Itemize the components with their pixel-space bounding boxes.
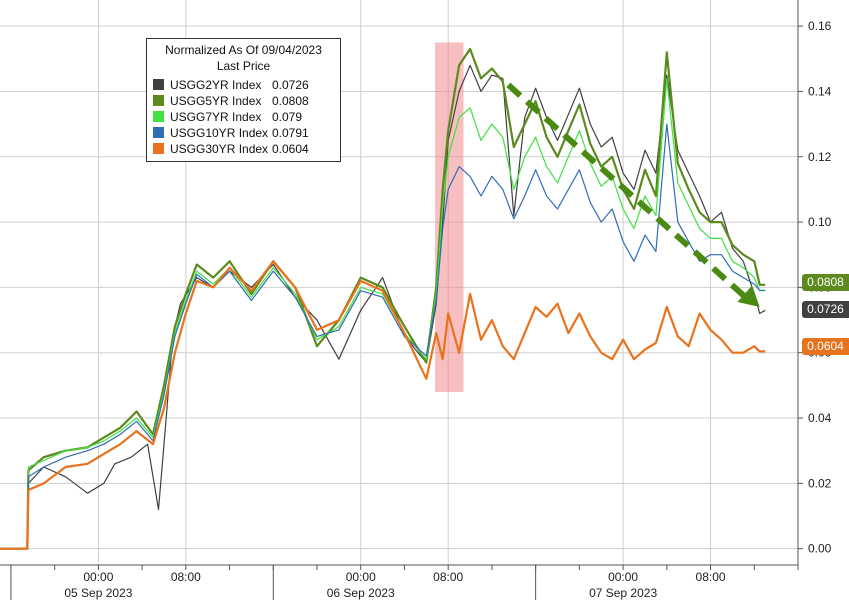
x-tick-label: 00:00 [346, 570, 376, 584]
legend: Normalized As Of 09/04/2023 Last Price U… [146, 38, 341, 162]
legend-value: 0.0808 [272, 93, 309, 108]
y-tick-label: 0.12 [808, 150, 832, 164]
legend-item: USGG5YR Index 0.0808 [153, 93, 309, 108]
legend-swatch [153, 79, 164, 90]
trend-arrow-shaft [506, 82, 752, 304]
legend-item: USGG10YR Index 0.0791 [153, 125, 309, 140]
axes [0, 0, 799, 566]
legend-label: USGG10YR Index [170, 125, 269, 140]
legend-title: Normalized As Of 09/04/2023 [165, 43, 322, 57]
legend-value: 0.079 [272, 109, 303, 124]
legend-swatch [153, 111, 164, 122]
x-tick-label: 08:00 [696, 570, 726, 584]
legend-item: USGG7YR Index 0.079 [153, 109, 302, 124]
y-tick-label: 0.16 [808, 19, 832, 33]
x-axis-ticks: 00:00 05 Sep 2023 08:00 00:00 06 Sep 2023 08:… [10, 565, 799, 600]
series-line [0, 77, 766, 550]
legend-subtitle: Last Price [216, 59, 271, 73]
x-date-label: 05 Sep 2023 [64, 586, 132, 600]
legend-item: USGG30YR Index 0.0604 [153, 141, 309, 156]
legend-swatch [153, 143, 164, 154]
legend-label: USGG7YR Index [170, 109, 262, 124]
trend-arrow-head [737, 285, 760, 307]
last-value-tag-2yr: 0.0726 [802, 301, 849, 318]
series-line [0, 123, 766, 550]
series-lines [0, 47, 766, 550]
y-tick-label: 0.02 [808, 476, 832, 490]
series-line [0, 260, 766, 550]
legend-label: USGG30YR Index [170, 141, 269, 156]
y-tick-label: 0.04 [808, 411, 832, 425]
y-tick-label: 0.10 [808, 215, 832, 229]
legend-label: USGG2YR Index [170, 77, 262, 92]
x-tick-label: 08:00 [433, 570, 463, 584]
y-tick-label: 0.14 [808, 84, 832, 98]
legend-label: USGG5YR Index [170, 93, 262, 108]
legend-value: 0.0604 [272, 141, 309, 156]
x-tick-label: 00:00 [608, 570, 638, 584]
legend-value: 0.0726 [272, 77, 309, 92]
x-tick-label: 00:00 [83, 570, 113, 584]
legend-swatch [153, 95, 164, 106]
series-line [0, 64, 766, 550]
event-highlight-band [435, 42, 464, 392]
last-value-tag-5yr: 0.0808 [802, 274, 849, 291]
legend-item: USGG2YR Index 0.0726 [153, 77, 309, 92]
x-tick-label: 08:00 [171, 570, 201, 584]
series-line [0, 47, 766, 550]
legend-value: 0.0791 [272, 125, 309, 140]
y-tick-label: 0.00 [808, 542, 832, 556]
highlight-band [435, 42, 464, 392]
trend-arrow [506, 82, 760, 307]
last-value-tag-30yr: 0.0604 [802, 338, 849, 355]
x-date-label: 06 Sep 2023 [327, 586, 395, 600]
x-date-label: 07 Sep 2023 [589, 586, 657, 600]
grid [0, 0, 798, 565]
legend-swatch [153, 127, 164, 138]
